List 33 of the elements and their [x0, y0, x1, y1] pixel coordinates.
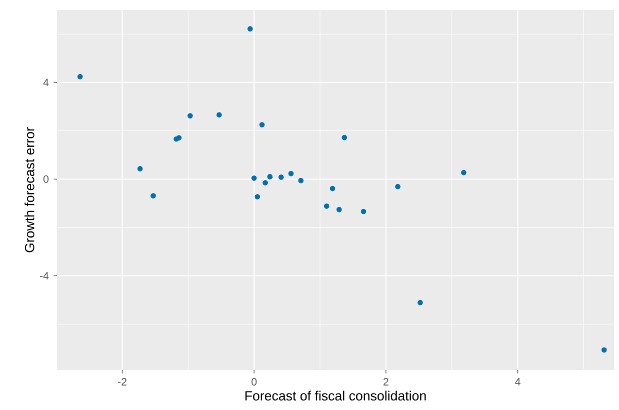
point: [77, 74, 83, 80]
point: [418, 300, 423, 306]
x-tick-label: -2: [118, 378, 126, 386]
point: [216, 112, 222, 118]
y-tick-label: 0: [43, 175, 49, 183]
point: [298, 178, 304, 184]
x-tick-label: 4: [515, 378, 520, 386]
point: [336, 206, 342, 212]
y-tick-label: 4: [43, 78, 49, 86]
point: [251, 175, 257, 181]
point: [247, 26, 253, 32]
x-axis-title: Forecast of fiscal consolidation: [245, 390, 426, 401]
point: [395, 184, 400, 190]
point: [288, 170, 294, 176]
point: [278, 174, 284, 180]
x-tick-label: 0: [252, 378, 257, 386]
point: [601, 347, 607, 353]
point: [137, 166, 143, 172]
y-tick-label: -4: [40, 272, 49, 280]
point: [330, 186, 336, 192]
point: [324, 204, 330, 209]
point: [176, 135, 182, 140]
point: [187, 113, 193, 118]
point: [259, 122, 265, 128]
y-axis-title: Growth forecast error: [24, 127, 34, 252]
point: [150, 193, 156, 198]
point: [360, 208, 366, 214]
point: [254, 194, 260, 200]
x-tick-label: 2: [384, 378, 388, 386]
point: [342, 134, 348, 140]
point: [461, 170, 466, 176]
point: [267, 174, 273, 180]
point: [262, 180, 268, 186]
